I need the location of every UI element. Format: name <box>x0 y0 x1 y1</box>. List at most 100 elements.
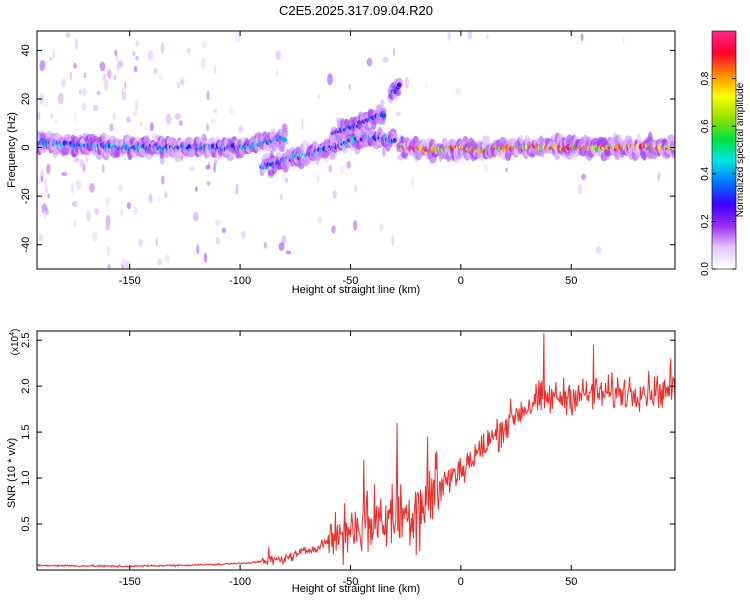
spectrogram-noise-cell <box>105 215 111 227</box>
spectrogram-noise-cell <box>37 111 41 121</box>
spectrogram-noise-cell <box>101 164 105 174</box>
spectrogram-noise-cell <box>120 208 124 218</box>
spectrogram-noise-cell <box>203 252 208 263</box>
snr-y-tick-label: 2.5 <box>20 333 32 348</box>
spectrogram-noise-cell <box>132 51 136 56</box>
spectrogram-noise-cell <box>96 90 101 96</box>
spectrogram-noise-cell <box>86 210 91 222</box>
spectrogram-ridge-cell <box>396 82 402 88</box>
spectrogram-noise-cell <box>43 177 46 186</box>
spectrogram-noise-cell <box>164 191 168 199</box>
spectrogram-x-axis-label: Height of straight line (km) <box>292 284 420 296</box>
spectrogram-noise-cell <box>46 163 51 175</box>
spectrogram-noise-cell <box>157 196 160 203</box>
spectrogram-noise-cell <box>176 81 181 89</box>
spectrogram-noise-cell <box>157 258 162 266</box>
spectrogram-x-tick-label: -100 <box>229 275 251 287</box>
spectrogram-noise-cell <box>148 193 153 204</box>
spectrogram-noise-cell <box>165 113 172 125</box>
spectrogram-noise-cell <box>41 203 48 214</box>
spectrogram-panel: -150 -100 -50 0 50 40 20 0 -20 -40 Height of str… <box>6 30 676 296</box>
spectrogram-noise-cell <box>178 120 183 126</box>
spectrogram-noise-cell <box>213 108 218 114</box>
snr-panel: -150 -100 -50 0 50 0.5 1.0 1.5 2.0 2.5 Height of… <box>6 329 676 595</box>
spectrogram-noise-cell <box>196 244 200 255</box>
snr-y-axis-label: SNR (10 * v/v) <box>6 438 18 508</box>
spectrogram-noise-cell <box>135 55 139 61</box>
spectrogram-noise-cell <box>50 113 53 119</box>
spectrogram-noise-cell <box>121 91 127 101</box>
snr-y-tick-label: 1.0 <box>20 470 32 485</box>
snr-frame <box>36 330 676 571</box>
spectrogram-noise-cell <box>316 174 320 183</box>
spectrogram-noise-cell <box>424 81 428 89</box>
spectrogram-noise-cell <box>116 62 121 72</box>
spectrogram-noise-cell <box>38 233 44 242</box>
spectrogram-noise-cell <box>106 244 110 257</box>
spectrogram-noise-cell <box>205 164 211 170</box>
spectrogram-noise-cell <box>113 112 116 121</box>
spectrogram-noise-cell <box>348 83 351 91</box>
spectrogram-noise-cell <box>180 79 184 85</box>
spectrogram-noise-cell <box>107 263 111 269</box>
spectrogram-noise-cell <box>235 33 241 44</box>
spectrogram-ridge-halo <box>281 129 289 139</box>
spectrogram-noise-cell <box>82 87 87 97</box>
spectrogram-noise-cell <box>275 50 282 61</box>
spectrogram-noise-cell <box>99 61 106 72</box>
colorbar-tick-label: 0.2 <box>700 214 711 228</box>
spectrogram-noise-cell <box>206 90 210 101</box>
spectrogram-noise-cell <box>393 47 396 57</box>
spectrogram-noise-cell <box>73 62 77 69</box>
spectrogram-noise-cell <box>43 209 46 220</box>
spectrogram-noise-cell <box>317 216 323 223</box>
spectrogram-noise-cell <box>47 193 50 199</box>
spectrogram-noise-cell <box>74 156 80 163</box>
spectrogram-noise-cell <box>657 171 660 182</box>
spectrogram-noise-cell <box>189 166 195 171</box>
snr-x-tick-label: -100 <box>229 576 251 588</box>
colorbar-tick-label: 0.4 <box>700 166 711 180</box>
spectrogram-noise-cell <box>238 125 244 133</box>
spectrogram-noise-cell <box>213 162 216 174</box>
spectrogram-noise-cell <box>147 50 154 61</box>
spectrogram-noise-cell <box>201 41 208 49</box>
spectrogram-y-tick-label: 40 <box>20 44 32 56</box>
spectrogram-noise-cell <box>327 73 333 86</box>
spectrogram-noise-cell <box>73 201 79 207</box>
snr-x-tick-label: 50 <box>565 576 577 588</box>
spectrogram-noise-cell <box>331 225 336 234</box>
spectrogram-noise-cell <box>275 69 279 77</box>
spectrogram-noise-cell <box>81 102 87 111</box>
spectrogram-noise-cell <box>52 48 55 59</box>
spectrogram-noise-cell <box>280 194 283 201</box>
colorbar-tick-label: 0.8 <box>700 71 711 85</box>
snr-y-tick-label: 2.0 <box>20 379 32 394</box>
spectrogram-noise-cell <box>107 69 112 79</box>
spectrogram-noise-cell <box>155 236 158 247</box>
colorbar-ticks: 0.0 0.2 0.4 0.6 0.8 <box>700 71 736 276</box>
spectrogram-noise-cell <box>281 235 287 245</box>
spectrogram-noise-cell <box>89 182 95 193</box>
spectrogram-noise-cell <box>122 257 126 266</box>
spectrogram-noise-cell <box>161 175 165 185</box>
spectrogram-noise-cell <box>622 37 625 45</box>
spectrogram-noise-cell <box>505 167 508 173</box>
spectrogram-noise-cell <box>206 123 209 132</box>
spectrogram-noise-cell <box>595 245 602 255</box>
snr-y-tick-label: 1.5 <box>20 424 32 439</box>
spectrogram-noise-cell <box>45 184 48 196</box>
spectrogram-noise-cell <box>75 37 78 50</box>
spectrogram-ridge-halo <box>462 136 469 142</box>
spectrogram-x-tick-label: -150 <box>119 275 141 287</box>
spectrogram-noise-cell <box>263 241 267 249</box>
spectrogram-noise-cell <box>73 219 77 228</box>
spectrogram-noise-cell <box>228 107 235 115</box>
colorbar: 0.0 0.2 0.4 0.6 0.8 Normalized spectral ampl… <box>700 30 746 276</box>
spectrogram-noise-cell <box>346 160 351 169</box>
spectrogram-noise-cell <box>215 219 221 226</box>
spectrogram-noise-cell <box>102 77 108 83</box>
spectrogram-noise-cell <box>94 208 100 215</box>
spectrogram-noise-cell <box>126 202 131 210</box>
spectrogram-noise-cell <box>139 120 142 126</box>
